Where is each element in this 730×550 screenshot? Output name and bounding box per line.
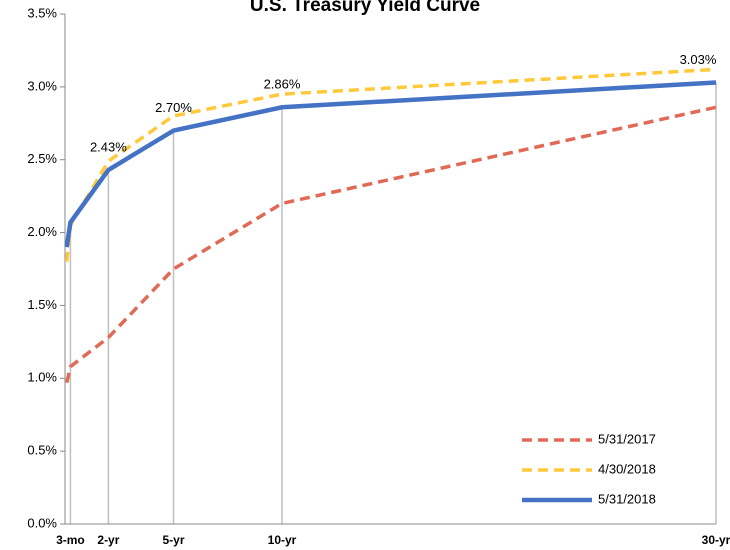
- x-tick-label: 10-yr: [268, 533, 297, 547]
- series-line: [64, 80, 717, 248]
- y-tick-label: 2.0%: [27, 224, 57, 239]
- x-tick-label: 5-yr: [162, 533, 184, 547]
- y-tick-label: 1.5%: [27, 297, 57, 312]
- x-tick-label: 2-yr: [97, 533, 119, 547]
- legend-label: 5/31/2018: [598, 491, 656, 506]
- x-tick-label: 3-mo: [56, 533, 85, 547]
- series-line: [65, 105, 717, 384]
- data-label: 2.86%: [264, 77, 301, 92]
- y-tick-label: 1.0%: [27, 370, 57, 385]
- y-tick-label: 3.5%: [27, 5, 57, 20]
- y-tick-label: 3.0%: [27, 78, 57, 93]
- data-label: 2.43%: [90, 139, 127, 154]
- data-label: 3.03%: [680, 52, 717, 67]
- y-tick-label: 0.0%: [27, 515, 57, 530]
- y-tick-label: 0.5%: [27, 443, 57, 458]
- series-line: [64, 67, 717, 262]
- data-label: 2.70%: [155, 100, 192, 115]
- chart-title: U.S. Treasury Yield Curve: [250, 0, 480, 16]
- legend-label: 4/30/2018: [598, 461, 656, 476]
- legend-label: 5/31/2017: [598, 431, 656, 446]
- y-tick-label: 2.5%: [27, 151, 57, 166]
- x-tick-label: 30-yr: [702, 533, 730, 547]
